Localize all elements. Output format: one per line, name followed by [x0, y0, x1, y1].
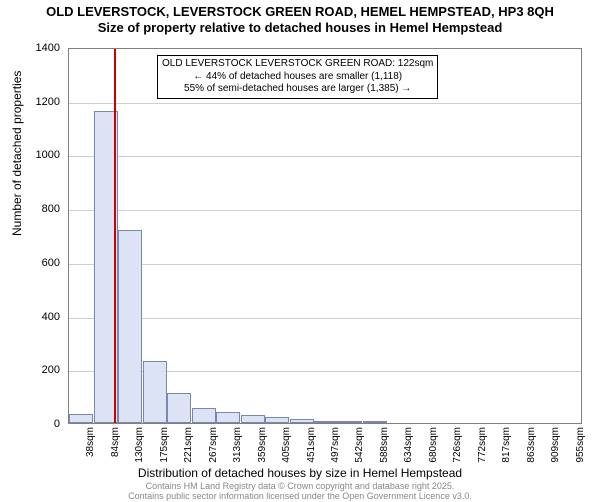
x-tick-label: 38sqm: [85, 427, 96, 457]
chart-title-line2: Size of property relative to detached ho…: [0, 20, 600, 36]
x-tick-label: 405sqm: [281, 427, 292, 463]
histogram-bar: [314, 421, 338, 423]
annotation-box: OLD LEVERSTOCK LEVERSTOCK GREEN ROAD: 12…: [157, 55, 438, 99]
x-tick-label: 863sqm: [526, 427, 537, 463]
annotation-line2: ← 44% of detached houses are smaller (1,…: [162, 71, 433, 84]
x-tick-label: 542sqm: [354, 427, 365, 463]
y-tick-label: 400: [10, 311, 60, 323]
histogram-bar: [241, 415, 265, 423]
histogram-bar: [118, 230, 142, 423]
copyright-line2: Contains public sector information licen…: [0, 492, 600, 502]
histogram-bar: [167, 393, 191, 423]
x-tick-label: 680sqm: [428, 427, 439, 463]
annotation-line1: OLD LEVERSTOCK LEVERSTOCK GREEN ROAD: 12…: [162, 58, 433, 71]
histogram-bar: [290, 419, 314, 423]
y-tick-label: 200: [10, 364, 60, 376]
chart-title-line1: OLD LEVERSTOCK, LEVERSTOCK GREEN ROAD, H…: [0, 4, 600, 20]
y-tick-label: 1000: [10, 149, 60, 161]
histogram-bar: [265, 417, 289, 423]
chart-plot-area: 38sqm84sqm130sqm175sqm221sqm267sqm313sqm…: [68, 48, 582, 424]
y-tick-label: 1200: [10, 96, 60, 108]
histogram-bar: [192, 408, 216, 423]
histogram-bar: [216, 412, 240, 423]
annotation-line3: 55% of semi-detached houses are larger (…: [162, 83, 433, 96]
x-tick-label: 313sqm: [232, 427, 243, 463]
histogram-bar: [69, 414, 93, 423]
x-tick-label: 955sqm: [575, 427, 586, 463]
histogram-bar: [363, 421, 387, 423]
y-tick-label: 0: [10, 418, 60, 430]
x-tick-label: 84sqm: [110, 427, 121, 457]
x-tick-label: 588sqm: [379, 427, 390, 463]
copyright-notice: Contains HM Land Registry data © Crown c…: [0, 482, 600, 502]
gridline-h: [69, 156, 581, 157]
x-tick-label: 726sqm: [452, 427, 463, 463]
chart-title-block: OLD LEVERSTOCK, LEVERSTOCK GREEN ROAD, H…: [0, 0, 600, 37]
y-tick-label: 600: [10, 257, 60, 269]
x-tick-label: 909sqm: [550, 427, 561, 463]
gridline-h: [69, 264, 581, 265]
x-tick-label: 497sqm: [330, 427, 341, 463]
gridline-h: [69, 103, 581, 104]
histogram-bar: [338, 421, 362, 423]
x-tick-label: 175sqm: [159, 427, 170, 463]
x-tick-label: 451sqm: [306, 427, 317, 463]
y-tick-label: 800: [10, 203, 60, 215]
x-tick-label: 817sqm: [501, 427, 512, 463]
x-tick-label: 772sqm: [477, 427, 488, 463]
x-tick-label: 359sqm: [257, 427, 268, 463]
property-marker-line: [114, 49, 116, 423]
x-axis-title: Distribution of detached houses by size …: [0, 466, 600, 480]
gridline-h: [69, 210, 581, 211]
x-tick-label: 267sqm: [208, 427, 219, 463]
histogram-bar: [143, 361, 167, 423]
x-tick-label: 634sqm: [403, 427, 414, 463]
x-tick-label: 130sqm: [134, 427, 145, 463]
y-tick-label: 1400: [10, 42, 60, 54]
gridline-h: [69, 318, 581, 319]
x-tick-label: 221sqm: [183, 427, 194, 463]
